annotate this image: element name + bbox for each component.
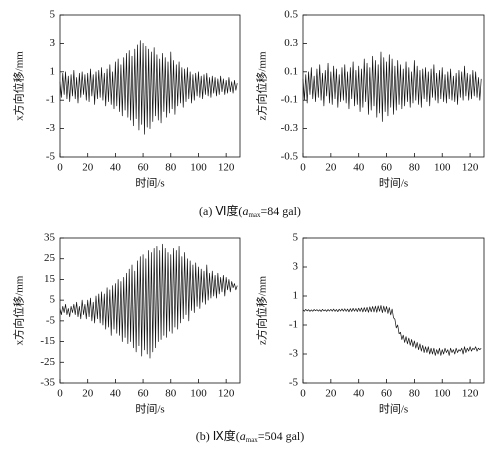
caption-symbol: a — [240, 429, 246, 443]
caption-text: (b) Ⅸ度( — [196, 428, 240, 443]
x-tick-label: 60 — [381, 388, 393, 400]
plot-frame — [59, 237, 241, 384]
x-tick-label: 120 — [462, 162, 479, 174]
x-tick-label: 20 — [325, 388, 337, 400]
y-axis-label: z方向位移/mm — [255, 51, 269, 120]
x-tick-label: 120 — [462, 388, 479, 400]
y-tick-label: 5 — [293, 232, 299, 244]
y-axis-label: x方向位移/mm — [12, 275, 26, 345]
caption: (b) Ⅸ度(amax=504 gal) — [196, 428, 305, 444]
x-tick-label: 120 — [218, 388, 235, 400]
caption-text: =504 gal) — [258, 429, 304, 443]
y-tick-label: 0.5 — [284, 9, 298, 21]
y-tick-label: 25 — [44, 252, 56, 264]
x-tick-label: 80 — [165, 388, 177, 400]
x-tick-label: 80 — [409, 162, 421, 174]
caption-text: =84 gal) — [261, 204, 301, 218]
x-tick-label: 60 — [381, 162, 393, 174]
data-line — [302, 51, 482, 122]
y-tick-label: -3 — [46, 122, 56, 134]
y-tick-label: -0.1 — [281, 94, 298, 106]
caption-subscript: max — [248, 211, 261, 219]
x-tick-label: 20 — [82, 162, 94, 174]
x-tick-label: 100 — [434, 162, 451, 174]
caption-text: (a) Ⅵ度( — [199, 203, 242, 218]
y-tick-label: -0.3 — [281, 122, 299, 134]
y-axis-label: x方向位移/mm — [12, 51, 26, 121]
x-tick-label: 40 — [110, 388, 122, 400]
y-tick-label: 0.3 — [284, 37, 298, 49]
y-tick-label: -1 — [46, 94, 55, 106]
y-tick-label: -5 — [289, 377, 299, 389]
x-axis-label: 时间/s — [379, 177, 408, 190]
y-tick-label: 3 — [293, 261, 299, 273]
x-tick-label: 60 — [138, 162, 150, 174]
y-tick-label: 35 — [44, 232, 56, 244]
x-tick-label: 0 — [300, 388, 306, 400]
x-tick-label: 40 — [353, 388, 365, 400]
plot-frame — [302, 14, 485, 158]
y-tick-label: 15 — [44, 273, 56, 285]
data-line — [59, 243, 238, 359]
y-tick-label: -0.5 — [281, 151, 299, 163]
data-line — [302, 305, 482, 356]
x-axis-label: 时间/s — [379, 403, 408, 416]
x-tick-label: 0 — [57, 162, 63, 174]
caption-subscript: max — [246, 436, 259, 444]
y-tick-label: 3 — [50, 37, 56, 49]
y-tick-label: -5 — [46, 314, 56, 326]
x-tick-label: 80 — [409, 388, 421, 400]
x-tick-label: 100 — [190, 162, 207, 174]
x-axis-label: 时间/s — [135, 177, 164, 190]
x-tick-label: 20 — [325, 162, 337, 174]
y-tick-label: 1 — [50, 65, 56, 77]
x-tick-label: 20 — [82, 388, 94, 400]
y-tick-label: -5 — [46, 151, 56, 163]
y-tick-label: 0.1 — [284, 65, 298, 77]
plot-frame — [302, 237, 485, 384]
y-tick-label: 5 — [50, 9, 56, 21]
y-tick-label: -3 — [289, 348, 299, 360]
x-tick-label: 80 — [165, 162, 177, 174]
y-tick-label: -25 — [40, 356, 55, 368]
x-tick-label: 0 — [300, 162, 306, 174]
x-tick-label: 100 — [434, 388, 451, 400]
caption-symbol: a — [242, 204, 248, 218]
y-axis-label: z方向位移/mm — [255, 276, 269, 345]
x-axis-label: 时间/s — [135, 403, 164, 416]
x-tick-label: 0 — [57, 388, 63, 400]
y-tick-label: -15 — [40, 335, 55, 347]
y-tick-label: 1 — [293, 290, 299, 302]
caption: (a) Ⅵ度(amax=84 gal) — [199, 203, 301, 219]
x-tick-label: 40 — [110, 162, 122, 174]
y-tick-label: 5 — [50, 294, 56, 306]
data-line — [59, 40, 238, 135]
y-tick-label: -1 — [289, 319, 298, 331]
x-tick-label: 40 — [353, 162, 365, 174]
y-tick-label: -35 — [40, 377, 55, 389]
x-tick-label: 100 — [190, 388, 207, 400]
plot-frame — [59, 14, 241, 158]
x-tick-label: 60 — [138, 388, 150, 400]
x-tick-label: 120 — [218, 162, 235, 174]
